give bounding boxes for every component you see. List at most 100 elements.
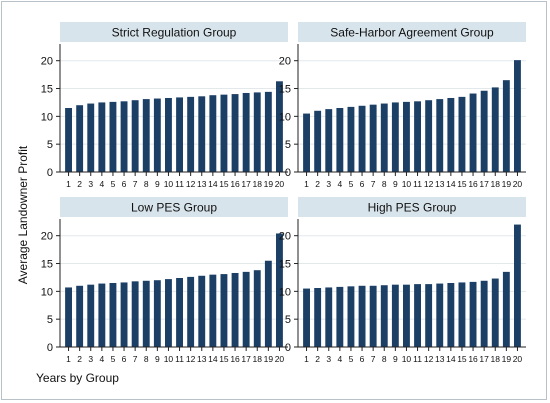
- bar-3: [87, 284, 95, 347]
- x-tick-label: 5: [111, 354, 116, 364]
- bar-5: [347, 286, 355, 347]
- x-tick-label: 2: [315, 179, 320, 189]
- x-tick-label: 9: [393, 179, 398, 189]
- x-tick-label: 10: [164, 354, 174, 364]
- y-tick-label: 0: [47, 342, 53, 354]
- y-tick-label: 5: [47, 139, 53, 151]
- x-tick-label: 18: [253, 354, 263, 364]
- bar-4: [336, 108, 344, 172]
- x-tick-label: 3: [326, 179, 331, 189]
- bar-7: [369, 104, 377, 172]
- y-tick-label: 10: [41, 286, 53, 298]
- bar-3: [325, 287, 333, 347]
- x-tick-label: 9: [155, 354, 160, 364]
- x-tick-label: 1: [304, 354, 309, 364]
- x-tick-label: 20: [275, 179, 285, 189]
- x-tick-label: 16: [230, 354, 240, 364]
- x-tick-label: 19: [502, 179, 512, 189]
- x-tick-label: 14: [208, 354, 218, 364]
- x-tick-label: 6: [360, 354, 365, 364]
- bar-13: [198, 96, 206, 172]
- x-tick-label: 13: [197, 179, 207, 189]
- x-tick-label: 8: [382, 354, 387, 364]
- bar-13: [198, 275, 206, 347]
- bar-18: [253, 92, 261, 172]
- bar-17: [480, 90, 488, 172]
- x-tick-label: 12: [424, 354, 434, 364]
- bar-9: [391, 102, 399, 172]
- x-tick-label: 17: [479, 354, 489, 364]
- x-tick-label: 16: [468, 354, 478, 364]
- bar-20: [514, 224, 521, 347]
- panel-strip: [298, 22, 526, 42]
- x-tick-label: 15: [457, 179, 467, 189]
- x-tick-label: 18: [491, 179, 501, 189]
- x-tick-label: 11: [413, 179, 422, 189]
- x-tick-label: 12: [186, 354, 196, 364]
- bar-13: [436, 283, 444, 347]
- y-tick-label: 20: [279, 231, 291, 243]
- bar-19: [264, 91, 272, 172]
- x-tick-label: 9: [393, 354, 398, 364]
- bar-12: [425, 284, 433, 347]
- bar-16: [231, 272, 239, 347]
- bar-14: [447, 97, 455, 172]
- bar-14: [447, 283, 455, 347]
- x-tick-label: 18: [253, 179, 263, 189]
- bar-2: [314, 110, 322, 172]
- x-tick-label: 20: [513, 179, 523, 189]
- x-tick-label: 14: [446, 179, 456, 189]
- y-tick-label: 10: [279, 111, 291, 123]
- y-tick-label: 15: [41, 259, 53, 271]
- x-tick-label: 1: [66, 179, 71, 189]
- x-tick-label: 8: [382, 179, 387, 189]
- x-tick-label: 10: [402, 179, 412, 189]
- x-tick-label: 15: [219, 179, 229, 189]
- y-tick-label: 5: [285, 314, 291, 326]
- y-tick-label: 20: [41, 56, 53, 68]
- x-tick-label: 6: [122, 179, 127, 189]
- bar-7: [131, 100, 139, 172]
- bar-12: [187, 96, 195, 172]
- bar-2: [314, 288, 322, 347]
- bar-8: [142, 99, 150, 172]
- x-tick-label: 12: [186, 179, 196, 189]
- x-tick-label: 2: [77, 354, 82, 364]
- bar-17: [242, 271, 250, 347]
- bar-4: [336, 286, 344, 347]
- bar-1: [303, 288, 310, 347]
- y-tick-label: 15: [279, 259, 291, 271]
- x-tick-label: 11: [413, 354, 422, 364]
- x-tick-label: 7: [133, 354, 138, 364]
- bar-7: [369, 285, 377, 347]
- panel-strip: [60, 22, 288, 42]
- x-tick-label: 7: [133, 179, 138, 189]
- bar-8: [380, 103, 388, 172]
- bar-18: [253, 270, 261, 347]
- y-tick-label: 0: [285, 167, 291, 179]
- bar-2: [76, 105, 84, 172]
- bar-16: [469, 93, 477, 172]
- bar-18: [491, 278, 499, 347]
- x-tick-label: 11: [175, 179, 184, 189]
- x-tick-label: 11: [175, 354, 184, 364]
- bar-15: [220, 94, 228, 172]
- bar-5: [109, 283, 117, 347]
- bar-6: [358, 105, 366, 172]
- x-tick-label: 2: [77, 179, 82, 189]
- bar-9: [153, 98, 161, 172]
- x-tick-label: 7: [371, 354, 376, 364]
- x-axis-title: Years by Group: [36, 371, 119, 385]
- bar-11: [176, 277, 183, 347]
- x-tick-label: 2: [315, 354, 320, 364]
- bar-9: [153, 280, 161, 347]
- bar-10: [403, 284, 410, 347]
- bar-16: [469, 281, 477, 347]
- bar-19: [502, 271, 510, 347]
- x-tick-label: 8: [144, 179, 149, 189]
- bar-20: [276, 81, 283, 172]
- panel-strip: [60, 197, 288, 217]
- bar-8: [142, 280, 150, 347]
